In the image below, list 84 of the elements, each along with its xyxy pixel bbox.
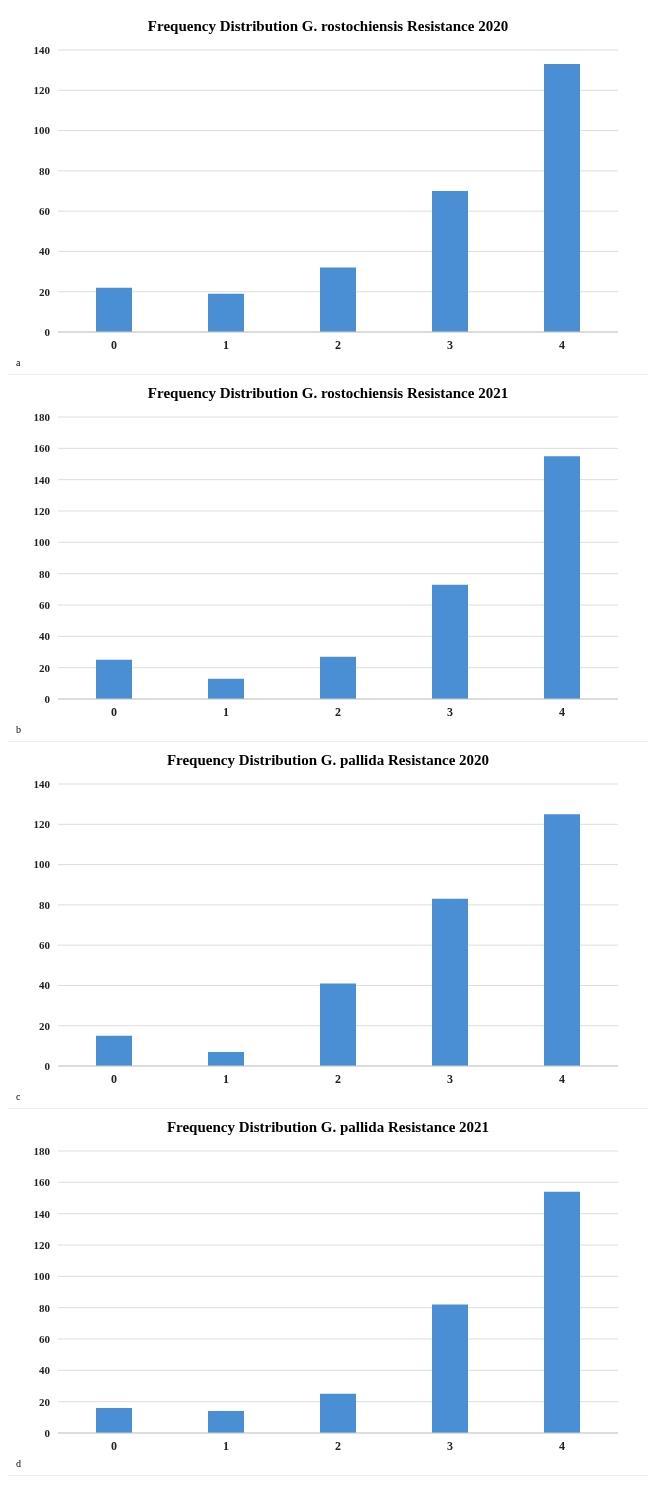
x-tick-label: 3 — [447, 1438, 453, 1453]
y-tick-label: 0 — [44, 1059, 51, 1072]
x-tick-label: 4 — [559, 704, 565, 719]
y-tick-label: 80 — [39, 164, 51, 177]
bar — [208, 293, 244, 332]
bar — [432, 898, 468, 1066]
y-tick-label: 20 — [39, 285, 51, 298]
chart-title: Frequency Distribution G. rostochiensis Resistance 2020 — [146, 17, 510, 36]
bar — [320, 983, 356, 1066]
text: b — [16, 724, 21, 735]
bar — [208, 678, 244, 699]
y-tick-label: 40 — [39, 630, 51, 643]
bar — [544, 1191, 580, 1433]
bar — [208, 1051, 244, 1066]
y-tick-label: 120 — [33, 84, 51, 97]
x-tick-label: 2 — [335, 337, 341, 352]
bar — [432, 584, 468, 699]
y-tick-label: 20 — [39, 661, 51, 674]
y-tick-label: 140 — [33, 473, 51, 486]
y-tick-label: 80 — [39, 1301, 51, 1314]
y-tick-label: 120 — [33, 818, 51, 831]
x-tick-label: 4 — [559, 1438, 565, 1453]
x-tick-label: 2 — [335, 1438, 341, 1453]
x-tick-label: 0 — [111, 704, 117, 719]
x-tick-label: 3 — [447, 337, 453, 352]
y-tick-label: 120 — [33, 504, 51, 517]
y-tick-label: 40 — [39, 245, 51, 258]
y-tick-label: 40 — [39, 979, 51, 992]
y-tick-label: 80 — [39, 567, 51, 580]
bar — [320, 267, 356, 332]
x-tick-label: 4 — [559, 337, 565, 352]
x-tick-label: 1 — [223, 704, 229, 719]
y-tick-label: 20 — [39, 1019, 51, 1032]
x-tick-label: 0 — [111, 1071, 117, 1086]
bar — [96, 1035, 132, 1066]
y-tick-label: 60 — [39, 1332, 51, 1345]
y-tick-label: 180 — [33, 1144, 51, 1157]
x-tick-label: 1 — [223, 1438, 229, 1453]
y-tick-label: 100 — [33, 1270, 51, 1283]
x-tick-label: 3 — [447, 704, 453, 719]
chart-title: Frequency Distribution G. rostochiensis Resistance 2021 — [146, 384, 510, 403]
y-tick-label: 120 — [33, 1238, 51, 1251]
x-tick-label: 1 — [223, 337, 229, 352]
x-tick-label: 2 — [335, 1071, 341, 1086]
x-tick-label: 0 — [111, 1438, 117, 1453]
bar — [432, 1304, 468, 1433]
text: c — [16, 1091, 21, 1102]
x-tick-label: 0 — [111, 337, 117, 352]
chart-title: Frequency Distribution G. pallida Resistance 2021 — [165, 1118, 491, 1137]
y-tick-label: 20 — [39, 1395, 51, 1408]
y-tick-label: 60 — [39, 939, 51, 952]
y-tick-label: 100 — [33, 124, 51, 137]
bar — [544, 64, 580, 332]
y-tick-label: 0 — [44, 692, 51, 705]
y-tick-label: 0 — [44, 1426, 51, 1439]
text: d — [16, 1458, 21, 1469]
y-tick-label: 160 — [33, 1176, 51, 1189]
y-tick-label: 160 — [33, 442, 51, 455]
y-tick-label: 80 — [39, 898, 51, 911]
y-tick-label: 60 — [39, 205, 51, 218]
y-tick-label: 60 — [39, 598, 51, 611]
bar — [96, 287, 132, 332]
bar — [320, 1393, 356, 1433]
y-tick-label: 100 — [33, 536, 51, 549]
bar — [96, 1407, 132, 1433]
y-tick-label: 100 — [33, 858, 51, 871]
y-tick-label: 140 — [33, 1207, 51, 1220]
y-tick-label: 0 — [44, 325, 51, 338]
chart-title: Frequency Distribution G. pallida Resistance 2020 — [165, 751, 491, 770]
bar — [96, 659, 132, 699]
bar — [544, 456, 580, 699]
bar — [208, 1411, 244, 1433]
bar — [320, 656, 356, 699]
y-tick-label: 140 — [33, 43, 51, 56]
y-tick-label: 180 — [33, 410, 51, 423]
x-tick-label: 4 — [559, 1071, 565, 1086]
x-tick-label: 2 — [335, 704, 341, 719]
bar — [544, 814, 580, 1066]
y-tick-label: 40 — [39, 1364, 51, 1377]
text: a — [16, 357, 21, 368]
x-tick-label: 3 — [447, 1071, 453, 1086]
y-tick-label: 140 — [33, 777, 51, 790]
bar — [432, 191, 468, 332]
x-tick-label: 1 — [223, 1071, 229, 1086]
